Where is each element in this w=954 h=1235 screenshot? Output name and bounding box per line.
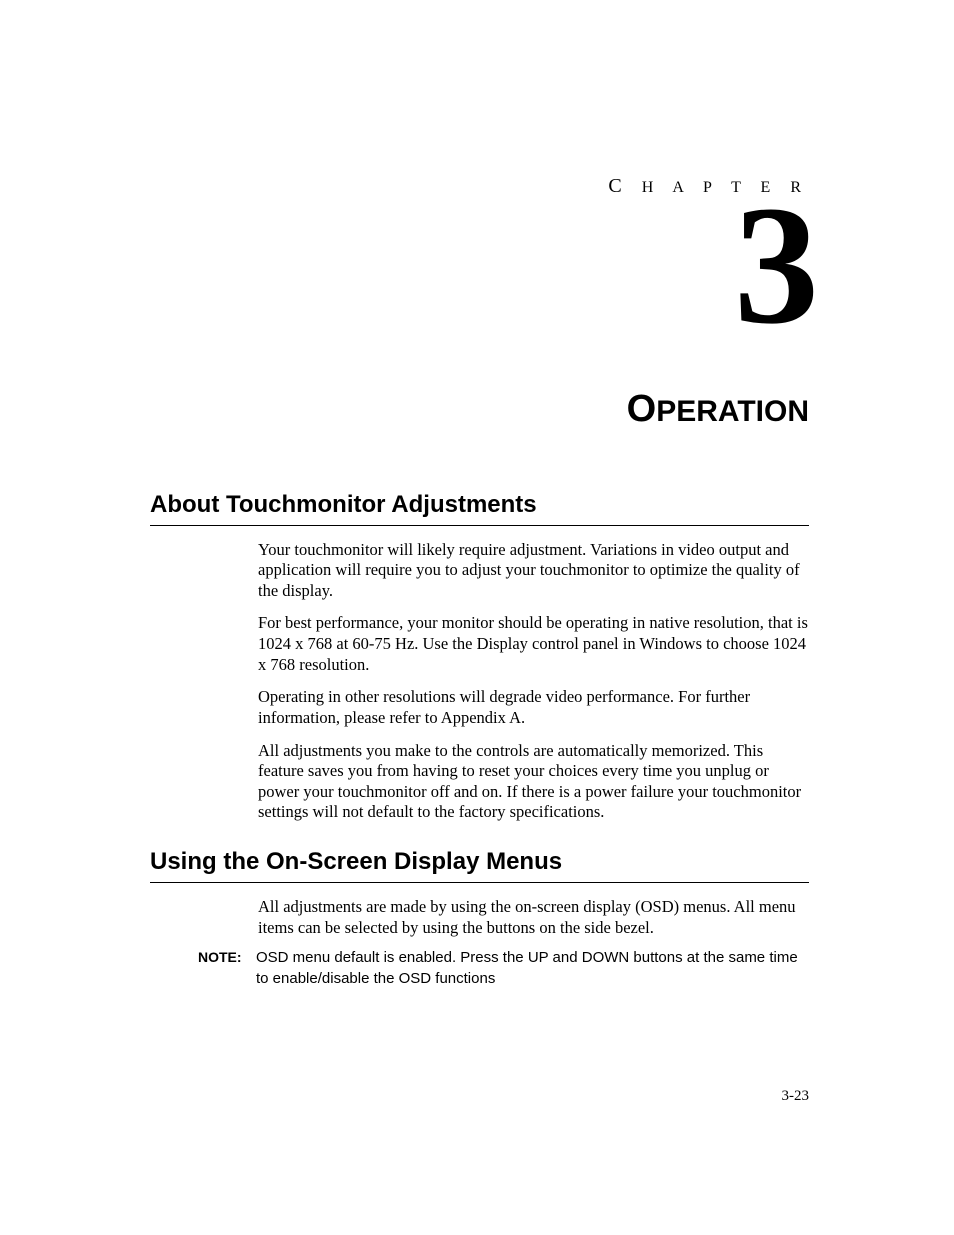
section-heading: About Touchmonitor Adjustments — [150, 491, 809, 526]
section-body: All adjustments are made by using the on… — [258, 897, 809, 938]
chapter-title-cap: O — [627, 388, 657, 430]
chapter-label-cap: C — [608, 175, 629, 197]
paragraph: Your touchmonitor will likely require ad… — [258, 540, 809, 602]
note-block: NOTE: OSD menu default is enabled. Press… — [198, 948, 809, 989]
section-osd-menus: Using the On-Screen Display Menus All ad… — [150, 848, 809, 989]
chapter-number: 3 — [150, 193, 819, 338]
section-about-adjustments: About Touchmonitor Adjustments Your touc… — [150, 491, 809, 824]
chapter-title-rest: PERATION — [656, 395, 809, 428]
section-body: Your touchmonitor will likely require ad… — [258, 540, 809, 824]
paragraph: All adjustments you make to the controls… — [258, 741, 809, 824]
section-heading: Using the On-Screen Display Menus — [150, 848, 809, 883]
paragraph: All adjustments are made by using the on… — [258, 897, 809, 938]
paragraph: For best performance, your monitor shoul… — [258, 613, 809, 675]
chapter-title: OPERATION — [150, 388, 809, 431]
page-number: 3-23 — [782, 1088, 810, 1105]
paragraph: Operating in other resolutions will degr… — [258, 687, 809, 728]
note-text: OSD menu default is enabled. Press the U… — [256, 948, 809, 989]
note-label: NOTE: — [198, 948, 256, 965]
